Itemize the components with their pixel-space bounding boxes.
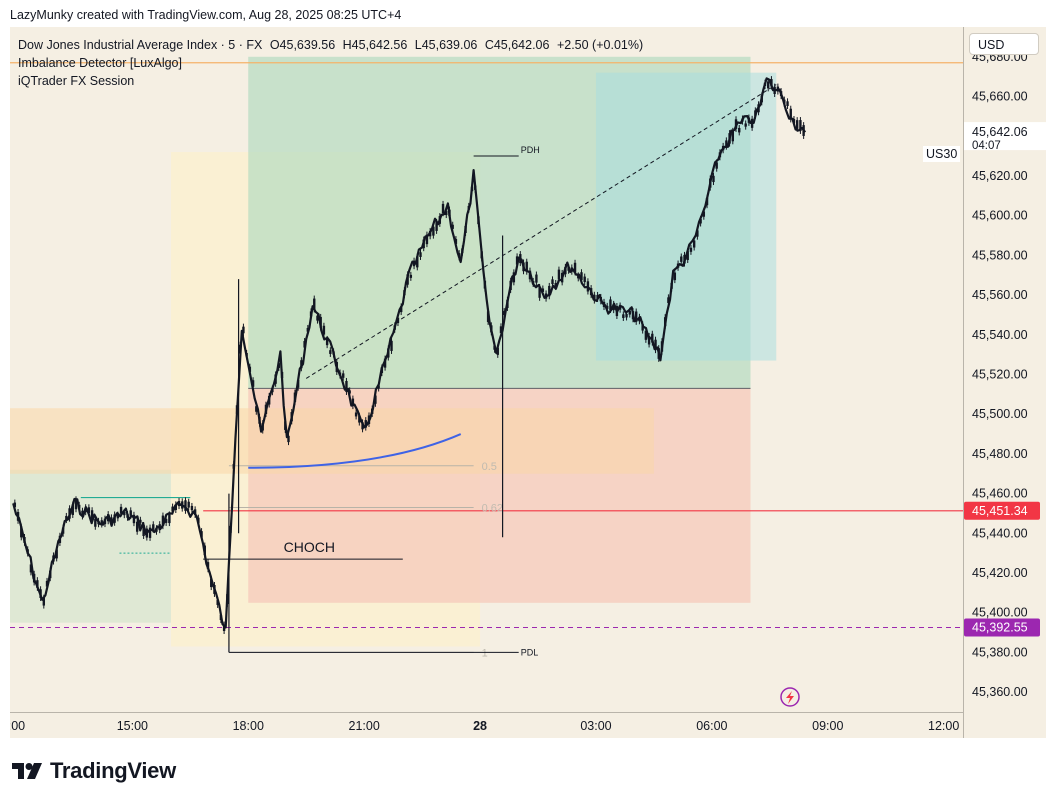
purple-price-label-box (964, 618, 1040, 637)
close-value: C45,642.06 (484, 38, 550, 52)
price-tick-label: 45,460.00 (972, 487, 1028, 501)
price-tick-label: 45,440.00 (972, 526, 1028, 540)
price-tick-label: 45,620.00 (972, 169, 1028, 183)
symbol-ohlc-row: Dow Jones Industrial Average Index · 5 ·… (18, 36, 647, 54)
time-tick-label: 03:00 (580, 719, 611, 733)
indicator-fx-session[interactable]: iQTrader FX Session (18, 74, 135, 88)
high-value: H45,642.56 (342, 38, 408, 52)
time-axis-border (10, 712, 963, 713)
price-tick-label: 45,660.00 (972, 89, 1028, 103)
pdh-label: PDH (521, 145, 540, 155)
price-tick-label: 45,600.00 (972, 209, 1028, 223)
time-tick-label: 12:00 (928, 719, 959, 733)
price-tick-label: 45,420.00 (972, 566, 1028, 580)
chart-legend: Dow Jones Industrial Average Index · 5 ·… (18, 36, 647, 90)
low-value: L45,639.06 (414, 38, 478, 52)
symbol-tag: US30 (923, 146, 961, 162)
countdown-label: 04:07 (972, 140, 1001, 152)
time-tick-label: 28 (473, 719, 487, 733)
fib-062-label: 0.62 (482, 502, 503, 514)
purple-price-label: 45,392.55 (972, 621, 1028, 635)
symbol-title: Dow Jones Industrial Average Index · 5 ·… (18, 38, 263, 52)
price-tick-label: 45,540.00 (972, 328, 1028, 342)
currency-button[interactable]: USD (969, 33, 1039, 55)
tradingview-logo[interactable]: TradingView (12, 758, 176, 784)
price-chart[interactable]: 0.5 0.62 1 PDH PDL CHOCH :00 15:00 18:00 21:00 28 0… (10, 27, 963, 738)
change-value: +2.50 (+0.01%) (556, 38, 644, 52)
red-price-label-box (964, 501, 1040, 520)
trend-line (305, 84, 777, 379)
price-tick-label: 45,580.00 (972, 248, 1028, 262)
lightning-icon-bolt (786, 691, 794, 704)
time-tick-label: 15:00 (117, 719, 148, 733)
price-axis[interactable]: 45,360.00 45,380.00 45,400.00 45,420.00 45,4… (963, 27, 1046, 738)
blue-curve (248, 433, 462, 469)
zone-left-green (10, 469, 171, 623)
last-price-label: 45,642.06 (972, 125, 1028, 139)
time-tick-label: :00 (10, 719, 25, 733)
time-tick-label: 21:00 (349, 719, 380, 733)
indicator-imbalance-detector[interactable]: Imbalance Detector [LuxAlgo] (18, 56, 182, 70)
time-tick-label: 09:00 (812, 719, 843, 733)
tradingview-logo-text: TradingView (50, 758, 176, 783)
zone-orange-imbalance (10, 408, 654, 474)
price-series (12, 77, 807, 629)
price-tick-label: 45,400.00 (972, 606, 1028, 620)
lightning-icon-ring (780, 687, 800, 707)
tradingview-logo-icon (12, 763, 42, 779)
fib-05-label: 0.5 (482, 461, 497, 473)
last-price-box (964, 122, 1046, 151)
price-tick-label: 45,480.00 (972, 447, 1028, 461)
open-value: O45,639.56 (269, 38, 336, 52)
price-axis-labels: 45,360.00 45,380.00 45,400.00 45,420.00 45,4… (964, 50, 1046, 699)
pdl-label: PDL (521, 647, 539, 657)
price-tick-label: 45,360.00 (972, 685, 1028, 699)
price-tick-label: 45,560.00 (972, 288, 1028, 302)
choch-label: CHOCH (284, 539, 335, 555)
price-tick-label: 45,500.00 (972, 407, 1028, 421)
red-price-label: 45,451.34 (972, 504, 1028, 518)
price-tick-label: 45,380.00 (972, 645, 1028, 659)
time-tick-label: 06:00 (696, 719, 727, 733)
price-tick-label: 45,520.00 (972, 367, 1028, 381)
chart-header: LazyMunky created with TradingView.com, … (10, 8, 402, 22)
fib-1-label: 1 (482, 647, 488, 659)
alert-lightning-icon (780, 687, 800, 707)
time-tick-label: 18:00 (233, 719, 264, 733)
